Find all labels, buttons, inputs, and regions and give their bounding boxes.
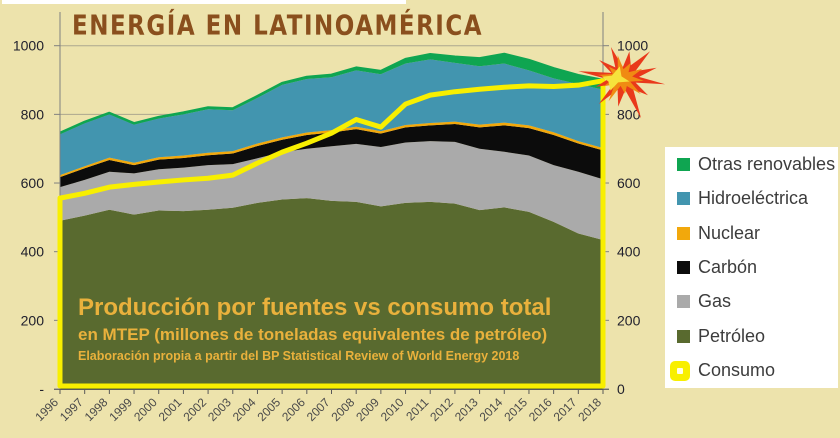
x-tick-label: 2005 (254, 395, 283, 424)
x-tick-label: 1996 (32, 395, 61, 424)
legend-swatch-nuclear (677, 226, 690, 240)
legend-item-gas: Gas (665, 285, 838, 319)
x-tick-label: 2003 (205, 395, 234, 424)
y-tick-label-right: 0 (617, 381, 625, 397)
legend-item-consumo: Consumo (665, 354, 838, 388)
x-tick-label: 2002 (180, 395, 209, 424)
area-carbon (60, 123, 603, 188)
top-strip (2, 0, 406, 4)
legend-item-petroleo: Petróleo (665, 319, 838, 353)
legend-item-carbon: Carbón (665, 250, 838, 284)
legend-label: Otras renovables (698, 153, 836, 174)
annotation-line-3: Elaboración propia a partir del BP Stati… (78, 349, 520, 363)
x-tick-label: 2009 (353, 395, 382, 424)
x-tick-label: 2007 (304, 395, 333, 424)
area-petroleo (60, 198, 603, 389)
x-tick-label: 2017 (551, 395, 580, 424)
y-tick-label-right: 400 (617, 244, 641, 260)
y-tick-label-right: 800 (617, 106, 641, 122)
y-tick-label-right: 200 (617, 312, 641, 328)
legend-label: Carbón (698, 256, 758, 277)
legend-swatch-hidroelectrica (677, 192, 690, 206)
x-tick-label: 2011 (403, 395, 431, 423)
legend-label: Nuclear (698, 222, 761, 243)
x-tick-label: 2010 (378, 395, 407, 424)
x-tick-label: 2006 (279, 395, 308, 424)
x-tick-label: 2004 (230, 395, 259, 424)
legend-label: Hidroeléctrica (698, 188, 809, 209)
x-tick-label: 2008 (329, 395, 358, 424)
annotation-line-2: en MTEP (millones de toneladas equivalen… (78, 325, 548, 344)
annotation-line-1: Producción por fuentes vs consumo total (78, 294, 552, 321)
x-tick-label: 2000 (131, 395, 160, 424)
x-tick-label: 1998 (82, 395, 111, 424)
y-tick-label-left: 800 (21, 106, 45, 122)
legend-item-nuclear: Nuclear (665, 216, 838, 250)
x-tick-label: 2015 (501, 395, 530, 424)
legend-label: Consumo (698, 360, 776, 381)
legend-swatch-otras-renovables (677, 157, 690, 171)
otras-renovables-edge (59, 52, 604, 135)
y-tick-label-left: 1000 (13, 38, 44, 54)
y-tick-label-left: 200 (21, 312, 45, 328)
x-tick-label: 2001 (156, 395, 185, 424)
x-tick-label: 2016 (526, 395, 555, 424)
x-tick-label: 2014 (477, 395, 506, 424)
chart-annotation: Producción por fuentes vs consumo total … (78, 294, 551, 363)
starburst-core (601, 66, 630, 91)
x-tick-label: 2012 (427, 395, 456, 424)
legend-label: Petróleo (698, 325, 766, 346)
y-tick-label-left: - (39, 381, 44, 397)
area-gas (60, 141, 603, 241)
legend-item-hidroelectrica: Hidroeléctrica (665, 181, 838, 215)
legend-item-otras-renovables: Otras renovables (665, 147, 838, 181)
y-tick-label-left: 400 (21, 244, 45, 260)
legend-swatch-dot (677, 367, 683, 374)
x-tick-label: 1997 (57, 395, 86, 424)
legend-swatch-gas (677, 295, 690, 309)
chart-title: ENERGÍA EN LATINOAMÉRICA (72, 11, 484, 42)
x-tick-label: 2018 (575, 395, 604, 424)
legend-swatch-carbon (677, 260, 690, 274)
x-tick-label: 1999 (106, 395, 135, 424)
starburst-icon (578, 47, 666, 119)
y-tick-label-right: 1000 (617, 38, 648, 54)
x-tick-label: 2013 (452, 395, 481, 424)
y-tick-label-left: 600 (21, 175, 45, 191)
legend-label: Gas (698, 291, 732, 312)
legend: Otras renovables Hidroeléctrica Nuclear Car… (665, 147, 838, 388)
consumo-line (57, 78, 606, 389)
y-tick-label-right: 600 (617, 175, 641, 191)
legend-swatch-petroleo (677, 329, 690, 343)
legend-swatch-consumo (670, 360, 690, 381)
